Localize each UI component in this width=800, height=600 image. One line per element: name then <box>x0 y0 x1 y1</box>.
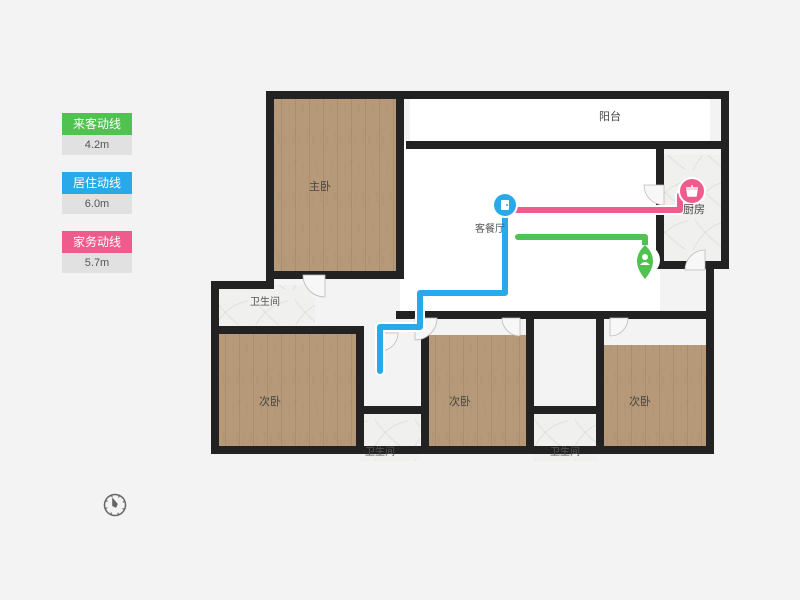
room-balcony <box>410 95 710 145</box>
legend-tag-living: 居住动线 <box>62 172 132 194</box>
legend-item-housework: 家务动线 5.7m <box>62 231 132 273</box>
room-label-bath1: 卫生间 <box>250 295 280 308</box>
floor-plan-svg: 主卧阳台厨房客餐厅卫生间次卧卫生间次卧卫生间次卧 <box>170 55 760 495</box>
room-label-bath2: 卫生间 <box>365 445 395 458</box>
room-label-living: 客餐厅 <box>475 222 505 235</box>
door-swing <box>502 318 520 336</box>
room-label-master_bed: 主卧 <box>309 180 331 193</box>
room-label-bed4: 次卧 <box>629 394 651 408</box>
door-swing <box>610 318 628 336</box>
legend-tag-guest: 来客动线 <box>62 113 132 135</box>
room-bed4 <box>603 345 708 450</box>
legend-item-living: 居住动线 6.0m <box>62 172 132 214</box>
room-bed3 <box>427 335 527 448</box>
legend-value-living: 6.0m <box>62 194 132 214</box>
floor-plan: 主卧阳台厨房客餐厅卫生间次卧卫生间次卧卫生间次卧 <box>170 55 760 495</box>
legend-value-guest: 4.2m <box>62 135 132 155</box>
room-label-bed3: 次卧 <box>449 394 471 408</box>
route-marker-door <box>492 192 518 218</box>
route-marker-pot <box>678 177 706 205</box>
room-bed2 <box>215 333 360 448</box>
legend-tag-housework: 家务动线 <box>62 231 132 253</box>
room-label-bath3: 卫生间 <box>550 445 580 458</box>
room-master_bed <box>270 95 400 275</box>
legend-value-housework: 5.7m <box>62 253 132 273</box>
compass-icon <box>100 490 130 520</box>
room-label-kitchen: 厨房 <box>683 203 705 216</box>
room-label-bed2: 次卧 <box>259 394 281 408</box>
room-label-balcony: 阳台 <box>599 109 621 123</box>
legend-item-guest: 来客动线 4.2m <box>62 113 132 155</box>
